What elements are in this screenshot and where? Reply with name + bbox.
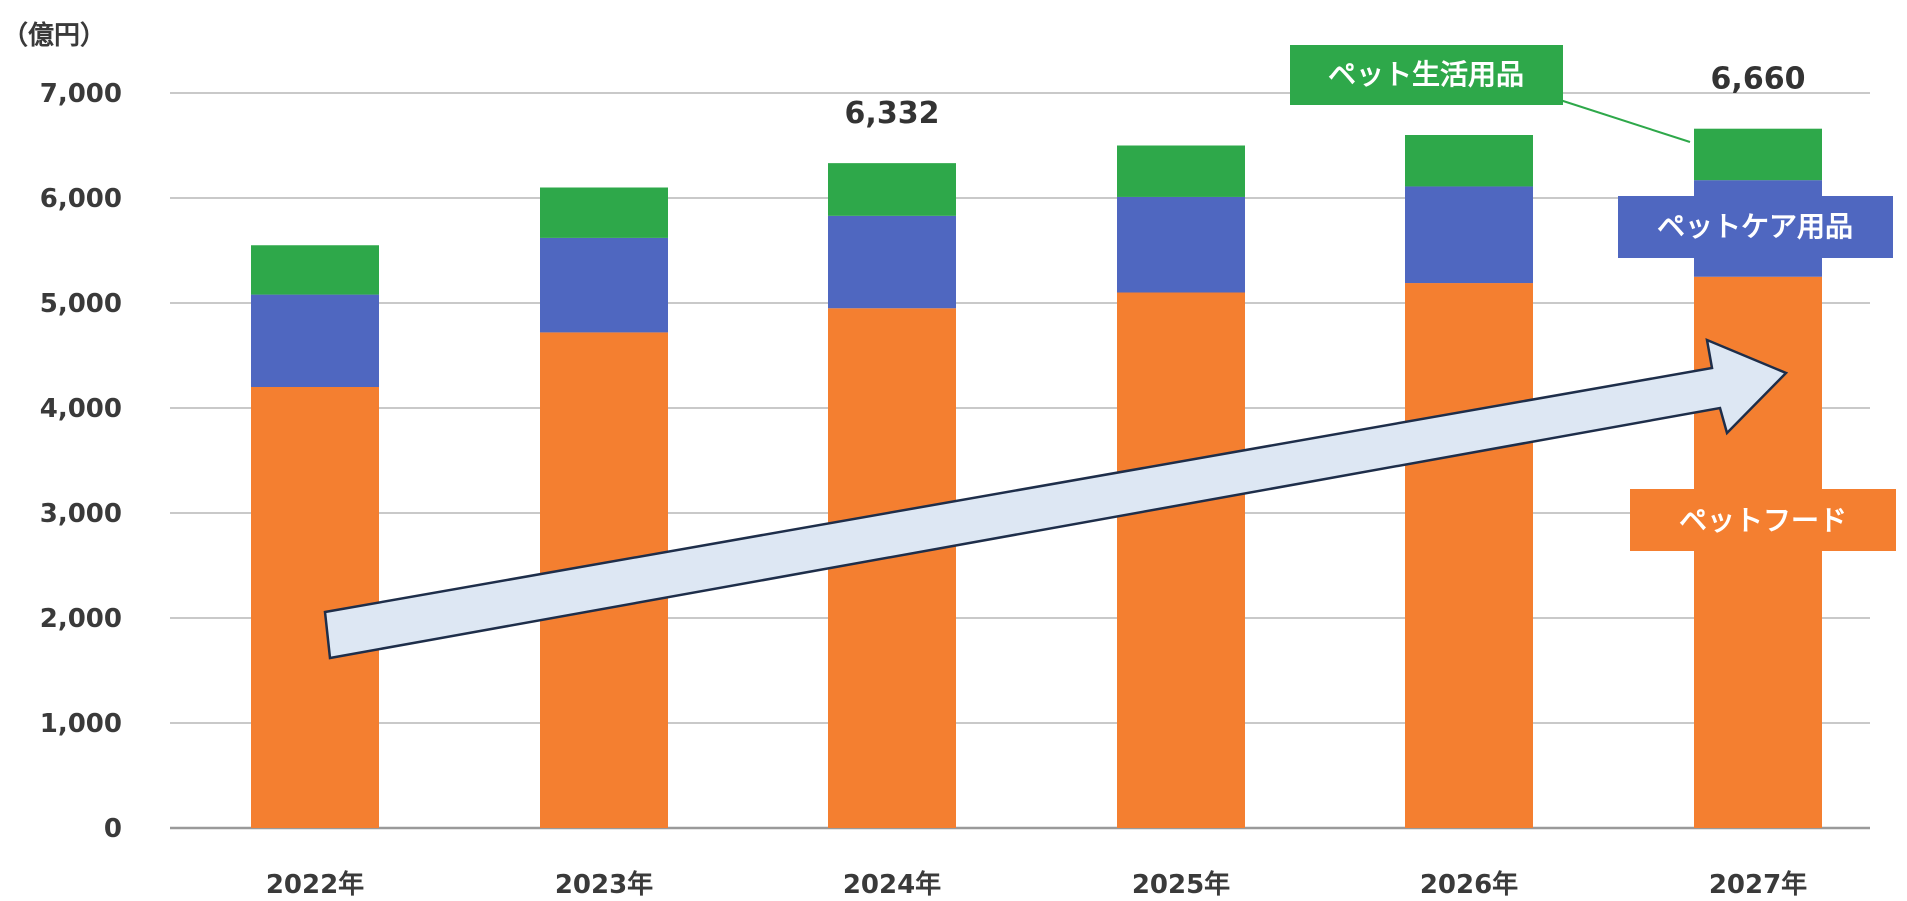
bar-segment [1405,135,1533,187]
y-tick-label: 4,000 [40,394,122,424]
x-tick-label: 2026年 [1420,869,1518,900]
y-tick-label: 2,000 [40,604,122,634]
unit-label: （億円） [2,21,106,51]
bar-segment [540,237,668,333]
y-tick-label: 5,000 [40,289,122,319]
y-axis-tick-labels: 0 1,000 2,000 3,000 4,000 5,000 6,000 7,000 [40,79,122,844]
total-label: 6,332 [845,96,940,131]
legend-tag-pet-living [1290,45,1563,105]
bar-segment [1117,196,1245,293]
y-tick-label: 6,000 [40,184,122,214]
bar-segment [1117,292,1245,828]
legend-tag-pet-care-label: ペットケア用品 [1657,210,1853,243]
trend-arrow [323,337,1789,660]
legend-tag-pet-food-label: ペットフード [1679,504,1847,537]
y-tick-label: 1,000 [40,709,122,739]
x-tick-label: 2025年 [1132,869,1230,900]
bar-segment [1694,128,1822,181]
legend-tag-pet-food [1630,489,1896,551]
bar-segment [828,163,956,216]
bar-segment [828,215,956,309]
x-tick-label: 2027年 [1709,869,1807,900]
total-labels: 6,332 6,660 [845,62,1806,131]
bar-segment [540,187,668,238]
gridlines [170,92,1870,830]
bar-segment [828,308,956,828]
x-axis-tick-labels: 2022年 2023年 2024年 2025年 2026年 2027年 [266,869,1807,900]
legend-tag-pet-living-label: ペット生活用品 [1328,58,1524,91]
bar-segment [1405,186,1533,284]
pet-living-leader-line [1559,99,1691,143]
bar-segment [251,245,379,295]
bar-segment [1405,283,1533,828]
total-label: 6,660 [1711,62,1806,97]
bar-segment [251,294,379,387]
y-tick-label: 0 [104,814,122,844]
x-tick-label: 2023年 [555,869,653,900]
x-tick-label: 2024年 [843,869,941,900]
x-tick-label: 2022年 [266,869,364,900]
y-tick-label: 3,000 [40,499,122,529]
legend-tag-pet-care [1618,196,1893,258]
bar-segment [1117,145,1245,197]
y-tick-label: 7,000 [40,79,122,109]
